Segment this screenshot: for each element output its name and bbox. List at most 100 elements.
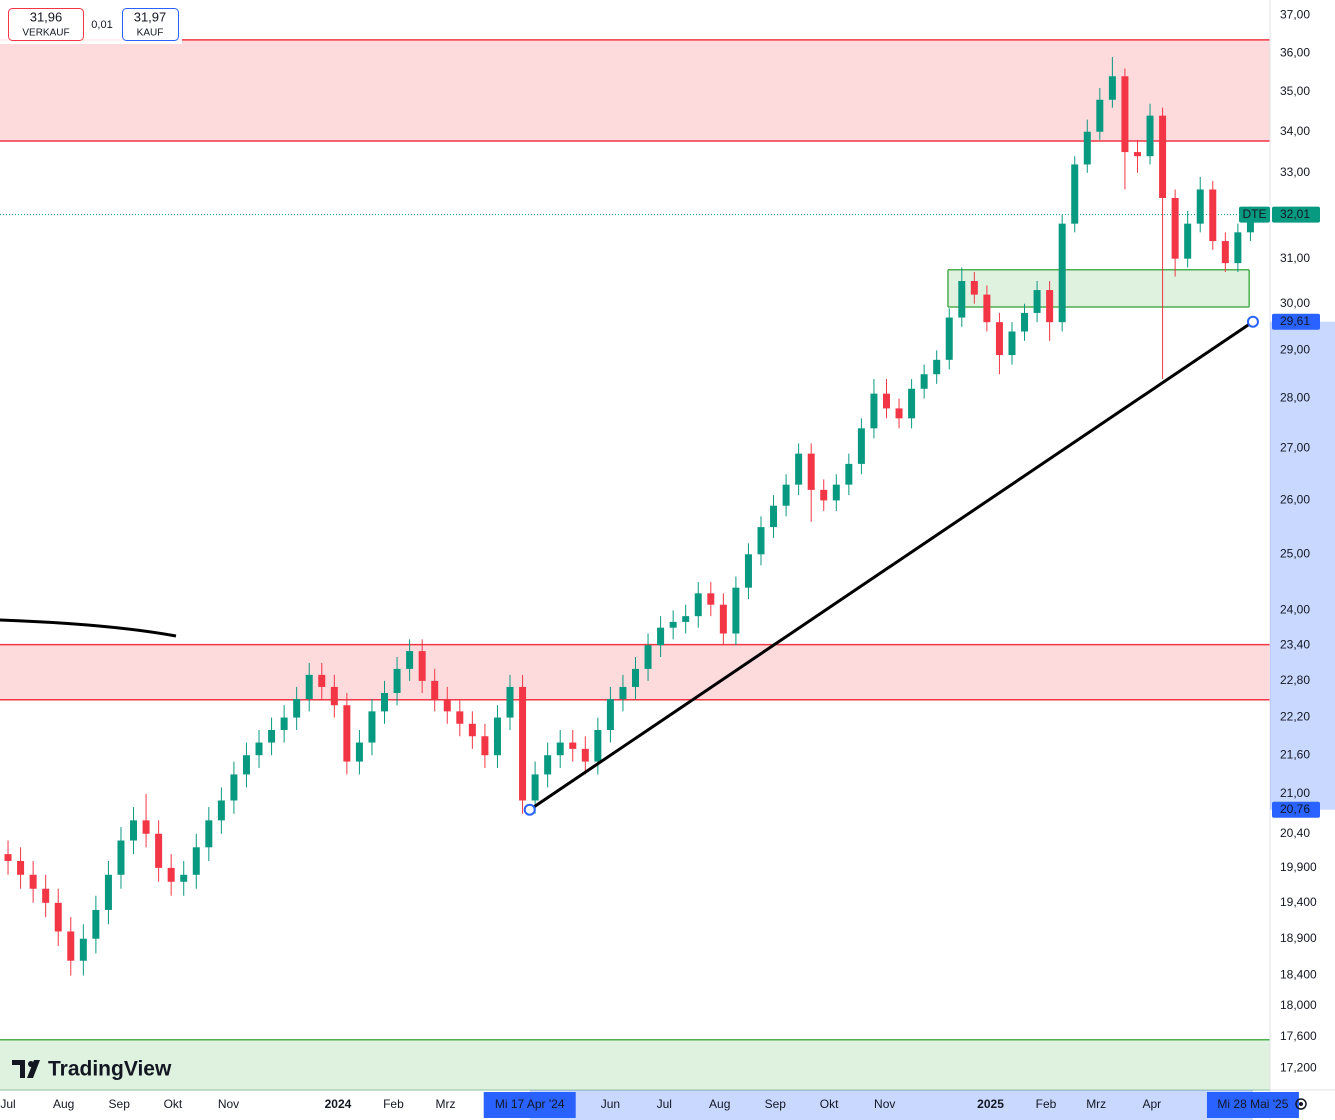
candle-body: [468, 723, 476, 737]
candle-body: [1133, 152, 1141, 157]
candle-body: [1108, 76, 1116, 100]
candle-body: [506, 686, 514, 718]
quote-panel: 31,96 VERKAUF 0,01 31,97 KAUF: [0, 0, 182, 44]
candle-body: [1008, 331, 1016, 356]
candle-body: [343, 705, 351, 762]
x-cursor-badge: [483, 1092, 576, 1118]
gear[interactable]: [1295, 1098, 1307, 1110]
logo-dot: [28, 1061, 34, 1067]
y-tick-label: 23,40: [1280, 637, 1310, 651]
candle-body: [17, 860, 25, 875]
candle-body: [92, 909, 100, 939]
x-tick-label: Jun: [601, 1097, 620, 1111]
candle-body: [54, 902, 62, 932]
sell-price: 31,96: [30, 9, 63, 24]
candle-body: [355, 742, 363, 762]
axis-value-badge: [1272, 801, 1320, 818]
y-tick-label: 25,00: [1280, 546, 1310, 560]
candle-body: [42, 888, 50, 903]
candle-body: [744, 554, 752, 588]
candle-body: [995, 322, 1003, 356]
x-tick-label: Okt: [164, 1097, 183, 1111]
candle-body: [104, 874, 112, 910]
trend-handle: [1246, 315, 1259, 328]
candle-body: [556, 742, 564, 756]
gear-center[interactable]: [1299, 1102, 1303, 1106]
candle-body: [368, 711, 376, 743]
x-tick-label: Sep: [109, 1097, 131, 1111]
x-cursor-badge: [1206, 1092, 1299, 1118]
candle-body: [895, 408, 903, 419]
candle-body: [406, 651, 414, 669]
candle-body: [1184, 223, 1192, 259]
sell-button[interactable]: [8, 8, 84, 41]
candle-body: [594, 729, 602, 762]
candle-body: [4, 854, 12, 861]
candle-body: [682, 616, 690, 622]
candle-body: [820, 489, 828, 501]
candle-body: [945, 317, 953, 360]
axis-range-highlight: [1270, 321, 1335, 810]
candle-body: [770, 505, 778, 528]
y-tick-label: 22,20: [1280, 710, 1310, 724]
zone: [0, 1039, 1270, 1090]
candle-body: [1058, 223, 1066, 323]
x-tick-label: Nov: [218, 1097, 239, 1111]
candle-body: [719, 604, 727, 634]
candle-body: [983, 294, 991, 323]
candle-body: [644, 645, 652, 669]
candle-body: [544, 755, 552, 775]
x-tick-label: Feb: [1036, 1097, 1057, 1111]
x-tick-label: 2025: [977, 1097, 1004, 1111]
axis-value-label: 29,61: [1280, 314, 1310, 328]
candle-body: [795, 453, 803, 485]
price-badge: [1272, 206, 1320, 223]
candle-body: [1121, 76, 1129, 153]
candle-body: [958, 281, 966, 318]
trend-line: [528, 320, 1254, 811]
x-tick-label: Mi 17 Apr '24: [495, 1097, 565, 1111]
candle-body: [167, 867, 175, 882]
candle-body: [192, 847, 200, 875]
y-tick-label: 35,00: [1280, 84, 1310, 98]
plot-area: [0, 39, 1270, 1091]
symbol-badge: [1239, 206, 1270, 223]
settings-icon[interactable]: [1295, 1098, 1307, 1110]
logo: TradingView: [12, 1058, 172, 1081]
x-tick-label: Jul: [657, 1097, 672, 1111]
axis-value-label: 20,76: [1280, 802, 1310, 816]
candle-body: [1083, 131, 1091, 165]
candle-body: [230, 774, 238, 801]
candle-body: [1021, 312, 1029, 332]
candle-body: [782, 484, 790, 506]
candle-body: [1146, 115, 1154, 157]
y-tick-label: 20,40: [1280, 826, 1310, 840]
candle-body: [1046, 290, 1054, 323]
spread: 0,01: [91, 19, 112, 31]
y-tick-label: 17,200: [1280, 1060, 1317, 1074]
y-tick-label: 24,00: [1280, 603, 1310, 617]
y-tick-label: 19,900: [1280, 860, 1317, 874]
candle-body: [1246, 214, 1254, 233]
candle-body: [255, 742, 263, 756]
candle-body: [268, 729, 276, 743]
x-tick-label: Feb: [383, 1097, 404, 1111]
y-tick-label: 19,400: [1280, 895, 1317, 909]
buy-button[interactable]: [122, 8, 179, 41]
candle-body: [1234, 232, 1242, 264]
candle-body: [870, 393, 878, 429]
candle-body: [305, 674, 313, 700]
candle-body: [242, 755, 250, 775]
candle-body: [807, 453, 815, 490]
candle-body: [757, 527, 765, 555]
y-tick-label: 21,00: [1280, 786, 1310, 800]
candle-body: [882, 393, 890, 409]
candle-body: [29, 874, 37, 889]
y-tick-label: 33,00: [1280, 165, 1310, 179]
zone: [0, 39, 1270, 142]
candle-body: [431, 680, 439, 700]
y-tick-label: 37,00: [1280, 8, 1310, 22]
y-tick-label: 22,80: [1280, 673, 1310, 687]
